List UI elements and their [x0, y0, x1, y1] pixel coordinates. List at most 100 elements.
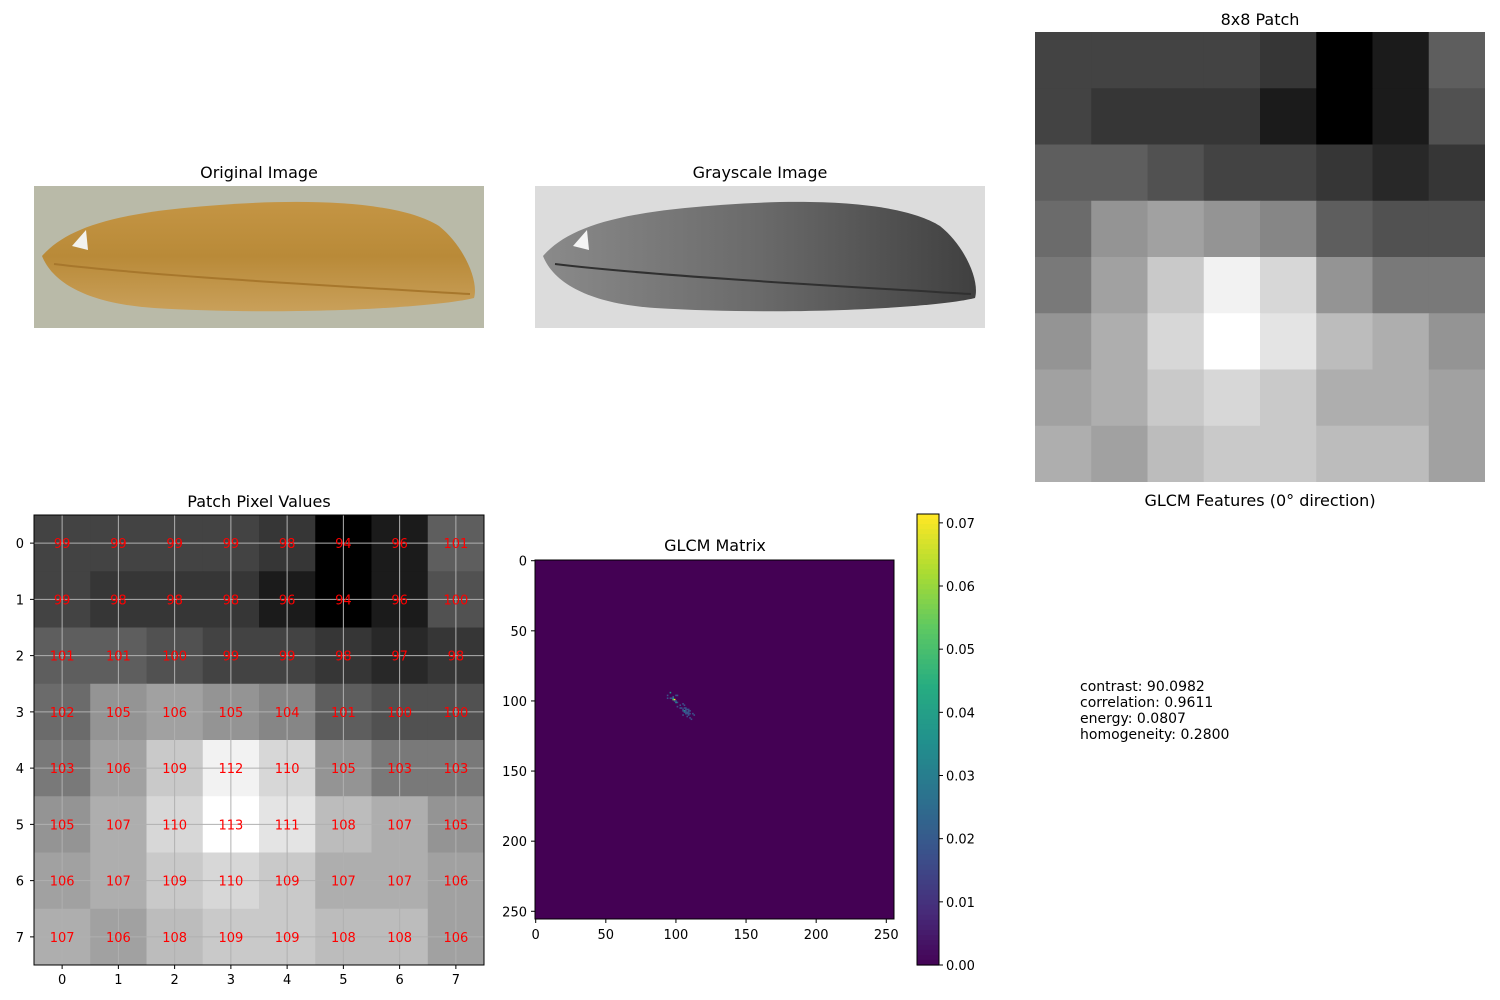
glcm-nonzero-cell [683, 704, 686, 707]
patch-title: 8x8 Patch [1220, 10, 1300, 29]
patch-cell [1372, 257, 1430, 314]
value-label: 103 [387, 762, 412, 777]
colorbar-tick-label: 0.00 [946, 959, 975, 974]
value-label: 109 [162, 875, 187, 890]
patch-cell [1316, 200, 1373, 258]
grayscale-grain-shape [543, 201, 976, 312]
glcm-nonzero-cell [675, 700, 677, 702]
glcm-x-tick-label: 50 [598, 928, 615, 943]
y-tick-label: 3 [16, 706, 24, 721]
patch-cell [1372, 144, 1430, 202]
colorbar-segment [917, 929, 939, 936]
colorbar-segment [917, 879, 939, 886]
glcm-nonzero-cell [675, 701, 677, 704]
glcm-nonzero-cell [687, 711, 690, 714]
feature-correlation: correlation: 0.9611 [1080, 695, 1214, 711]
colorbar-tick-label: 0.02 [946, 833, 975, 848]
patch-cell [1147, 313, 1205, 370]
value-label: 100 [162, 650, 187, 665]
value-label: 104 [275, 706, 300, 721]
glcm-nonzero-cell [689, 712, 691, 715]
glcm-nonzero-cell [693, 714, 696, 716]
value-label: 100 [387, 706, 412, 721]
patch-cell [1091, 32, 1148, 89]
y-tick-label: 2 [16, 650, 24, 665]
patch-cell [1147, 144, 1205, 202]
colorbar-segment [917, 514, 939, 520]
glcm-nonzero-cell [669, 697, 672, 700]
value-label: 99 [110, 537, 127, 552]
patch-cell [1203, 313, 1261, 370]
colorbar-segment [917, 864, 939, 871]
value-label: 106 [50, 875, 75, 890]
colorbar-segment [917, 834, 939, 841]
colorbar-segment [917, 674, 939, 680]
colorbar-segment [917, 654, 939, 660]
value-label: 97 [391, 650, 408, 665]
patch-cell [1035, 144, 1092, 202]
glcm-nonzero-cell [675, 694, 677, 697]
colorbar-segment [917, 539, 939, 545]
value-label: 96 [279, 593, 296, 608]
colorbar-segment [917, 644, 939, 650]
colorbar-segment [917, 884, 939, 891]
colorbar-segment [917, 639, 939, 645]
patch-cell [1203, 144, 1261, 202]
patch-cell [1147, 369, 1205, 427]
colorbar-segment [917, 744, 939, 751]
value-label: 101 [50, 650, 75, 665]
value-label: 99 [54, 537, 71, 552]
value-label: 105 [443, 818, 468, 833]
patch-cell [1147, 32, 1205, 89]
patch-cell [1260, 88, 1317, 145]
patch-cell [1316, 369, 1373, 427]
grayscale-image [535, 186, 985, 328]
value-label: 110 [162, 818, 187, 833]
value-label: 106 [162, 706, 187, 721]
glcm-nonzero-cell [687, 710, 690, 712]
patch-heatmap [1035, 32, 1485, 482]
patch-cell [1147, 200, 1205, 258]
colorbar-tick-label: 0.07 [946, 517, 975, 532]
colorbar-tick-label: 0.05 [946, 643, 975, 658]
patch-cell [1428, 313, 1485, 370]
colorbar-segment [917, 679, 939, 685]
value-label: 107 [331, 875, 356, 890]
colorbar-segment [917, 519, 939, 525]
value-label: 99 [223, 650, 240, 665]
value-label: 106 [106, 931, 131, 946]
patch-cell [1428, 144, 1485, 202]
glcm-nonzero-cell [682, 714, 684, 716]
value-label: 101 [443, 537, 468, 552]
glcm-nonzero-cell [683, 710, 686, 712]
glcm-x-tick-label: 100 [664, 928, 689, 943]
colorbar-segment [917, 594, 939, 600]
colorbar-tick-label: 0.04 [946, 706, 975, 721]
patch-cell [1035, 257, 1092, 314]
patch-cell [1203, 425, 1261, 482]
colorbar-segment [917, 924, 939, 931]
x-tick-label: 4 [283, 973, 291, 988]
glcm-nonzero-cell [683, 707, 686, 709]
colorbar-segment [917, 909, 939, 916]
patch-cell [1091, 144, 1148, 202]
value-label: 98 [223, 593, 240, 608]
colorbar-segment [917, 934, 939, 941]
glcm-nonzero-cell [671, 697, 673, 700]
glcm-nonzero-cell [685, 708, 687, 711]
colorbar-segment [917, 824, 939, 831]
value-label: 96 [391, 537, 408, 552]
glcm-nonzero-cell [680, 707, 683, 709]
glcm-nonzero-cell [676, 701, 679, 704]
colorbar-segment [917, 554, 939, 560]
colorbar-segment [917, 794, 939, 801]
colorbar-tick-label: 0.06 [946, 580, 975, 595]
patch-cell [1147, 257, 1205, 314]
colorbar-segment [917, 624, 939, 630]
colorbar-segment [917, 619, 939, 625]
value-label: 94 [335, 593, 352, 608]
colorbar-segment [917, 564, 939, 570]
value-label: 101 [331, 706, 356, 721]
value-label: 108 [387, 931, 412, 946]
colorbar-segment [917, 839, 939, 846]
